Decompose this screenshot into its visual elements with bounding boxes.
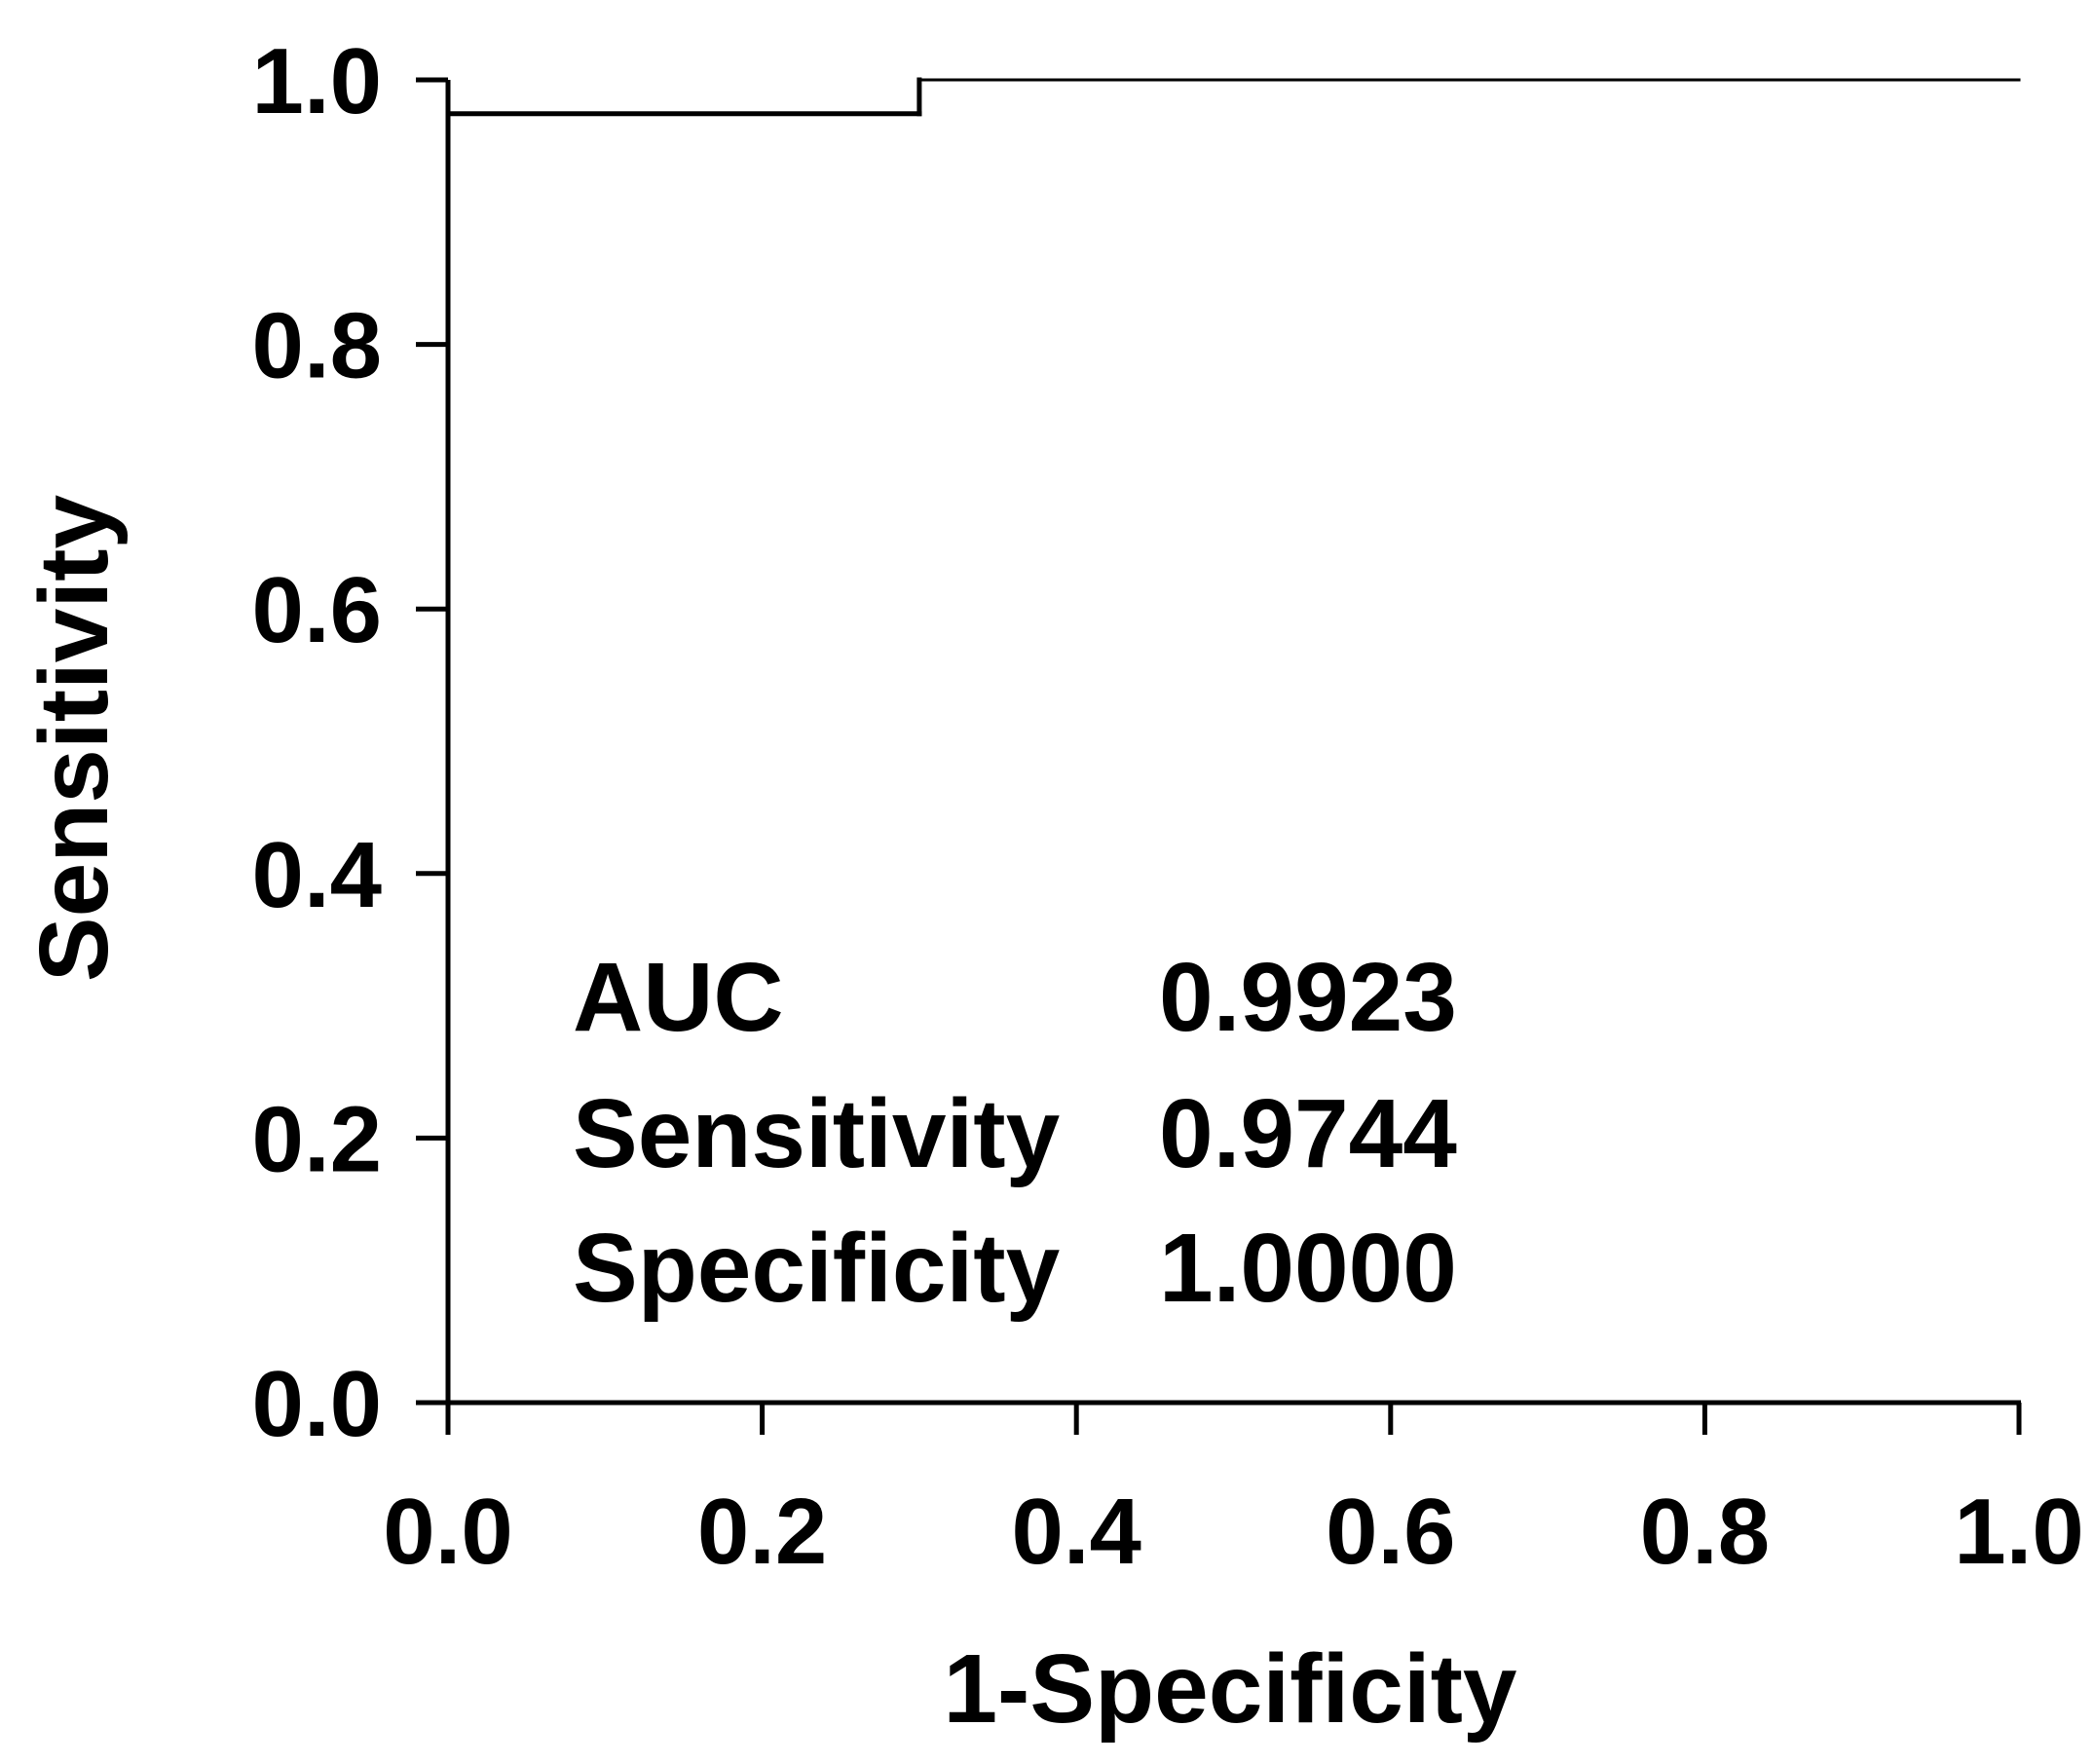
stat-label: AUC [573, 943, 784, 1052]
x-tick-label: 0.6 [1326, 1480, 1455, 1584]
x-tick-label: 0.4 [1011, 1480, 1140, 1584]
y-tick-label: 0.2 [252, 1087, 382, 1191]
axes: 0.0 0.2 0.4 0.6 0.8 1.0 0.0 0.2 0.4 0.6 0.8 1.0 [252, 29, 2084, 1584]
stat-value: 1.0000 [1159, 1214, 1457, 1323]
x-axis-title: 1-Specificity [943, 1634, 1516, 1744]
stat-label: Sensitivity [573, 1079, 1061, 1188]
x-tick-label: 1.0 [1954, 1480, 2083, 1584]
stat-value: 0.9923 [1159, 943, 1457, 1052]
stats-annotation: AUC 0.9923 Sensitivity 0.9744 Specificity 1.0… [573, 943, 1457, 1323]
x-tick-label: 0.2 [697, 1480, 827, 1584]
x-tick-label: 0.8 [1640, 1480, 1770, 1584]
y-tick-label: 0.4 [252, 823, 382, 927]
y-tick-label: 1.0 [252, 29, 382, 133]
stat-label: Specificity [573, 1214, 1061, 1323]
x-tick-label: 0.0 [383, 1480, 512, 1584]
y-axis-title: Sensitivity [19, 495, 129, 983]
stat-value: 0.9744 [1159, 1079, 1457, 1188]
y-tick-label: 0.8 [252, 294, 382, 398]
series-layer [445, 77, 2021, 1406]
y-tick-label: 0.6 [252, 558, 382, 662]
y-tick-label: 0.0 [252, 1352, 382, 1456]
